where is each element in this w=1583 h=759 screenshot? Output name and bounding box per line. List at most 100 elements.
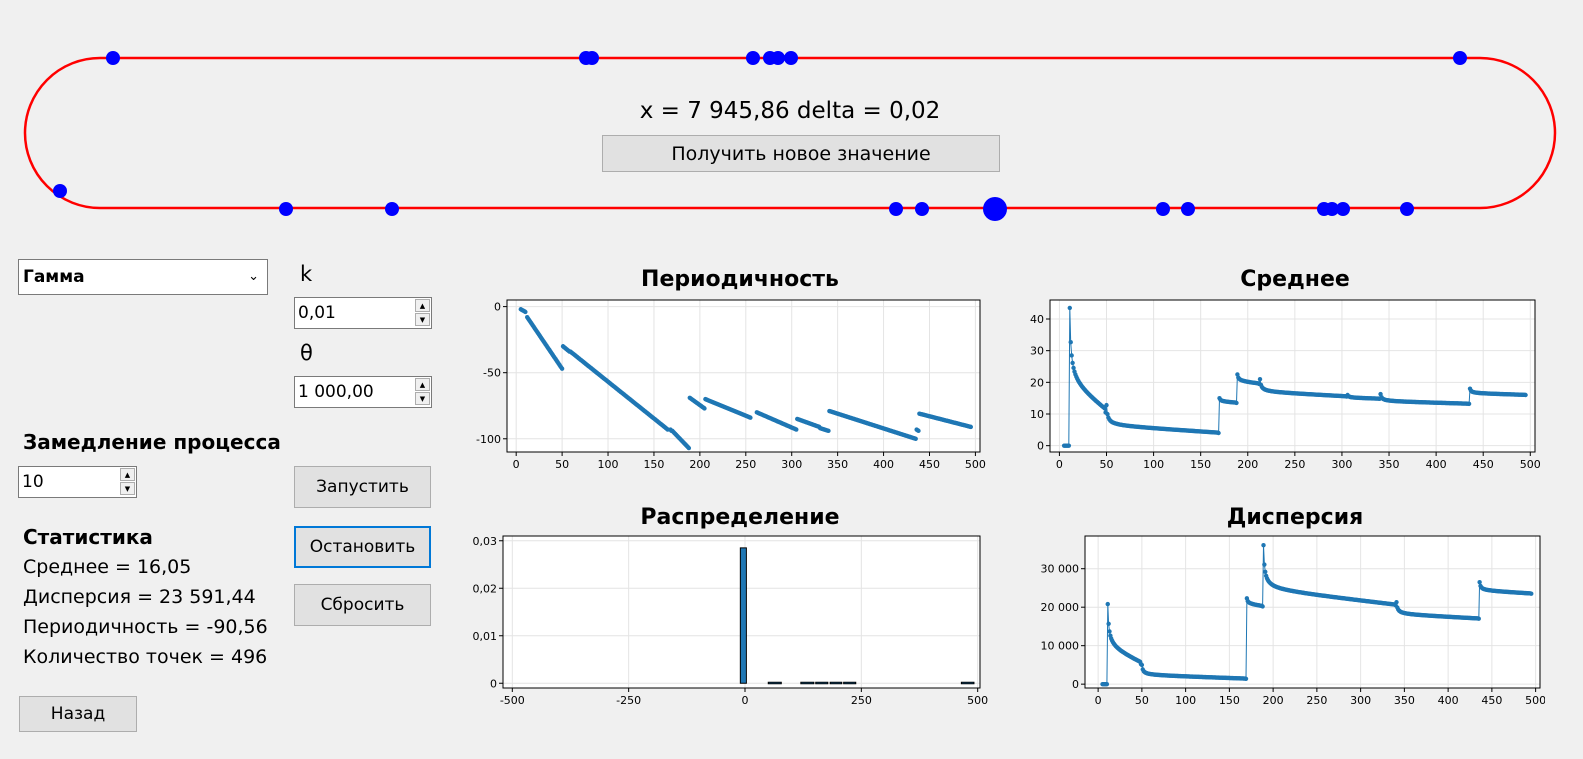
track-canvas <box>23 51 1557 221</box>
y-tick-label: 40 <box>1030 313 1044 326</box>
y-tick-label: 30 <box>1030 345 1044 358</box>
series-line <box>562 345 570 352</box>
series-line <box>705 398 751 419</box>
x-tick-label: 400 <box>873 458 894 471</box>
distribution-chart: -500 -250 0 250 500 0 0,01 0,02 0,03 <box>473 535 989 707</box>
track-point <box>106 51 120 65</box>
chevron-down-icon: ⌄ <box>248 269 259 284</box>
histogram-bar <box>815 681 829 685</box>
histogram-bar <box>960 681 975 685</box>
series-line <box>916 429 919 432</box>
track-point <box>784 51 798 65</box>
slowdown-input[interactable]: 10 ▲ ▼ <box>18 466 137 498</box>
histogram-bar <box>739 547 747 684</box>
get-new-value-button[interactable]: Получить новое значение <box>602 135 1000 172</box>
series-line <box>570 351 669 430</box>
y-tick-label: 20 <box>1030 376 1044 389</box>
spin-down-icon[interactable]: ▼ <box>415 313 430 326</box>
slowdown-value: 10 <box>22 472 44 492</box>
spin-down-icon[interactable]: ▼ <box>120 482 135 495</box>
series-line <box>797 418 820 428</box>
y-tick-label: 0 <box>1037 440 1044 453</box>
x-tick-label: 250 <box>1306 694 1327 707</box>
series-line <box>1346 394 1380 400</box>
y-tick-label: 0 <box>490 677 497 690</box>
track-point <box>1156 202 1170 216</box>
series-line <box>1105 405 1219 434</box>
x-tick-label: 200 <box>689 458 710 471</box>
x-tick-label: 450 <box>919 458 940 471</box>
series-line <box>829 410 916 440</box>
x-tick-label: 400 <box>1426 458 1447 471</box>
series-line <box>1258 379 1347 398</box>
x-tick-label: 250 <box>735 458 756 471</box>
x-tick-label: 200 <box>1263 694 1284 707</box>
track-point <box>279 202 293 216</box>
mean-chart: 0 50 100 150 200 250 300 350 400 450 500 0 10 20 30 40 <box>1030 299 1541 471</box>
x-tick-label: 100 <box>1143 458 1164 471</box>
track-point <box>771 51 785 65</box>
series-line <box>1395 602 1479 620</box>
plot-area <box>506 299 981 453</box>
x-tick-label: 100 <box>1175 694 1196 707</box>
plot-area <box>1084 535 1541 689</box>
x-tick-label: 300 <box>1350 694 1371 707</box>
x-tick-label: 250 <box>851 694 872 707</box>
x-tick-label: 50 <box>1135 694 1149 707</box>
x-tick-label: 150 <box>643 458 664 471</box>
chart-title-periodicity: Периодичность <box>641 267 839 292</box>
x-tick-label: 250 <box>1284 458 1305 471</box>
reset-button[interactable]: Сбросить <box>294 584 431 626</box>
back-button[interactable]: Назад <box>19 696 137 732</box>
y-tick-label: 20 000 <box>1041 601 1080 614</box>
y-tick-label: -50 <box>483 367 501 380</box>
series-line <box>1236 374 1260 403</box>
y-tick-label: 0,01 <box>473 630 498 643</box>
x-tick-label: 150 <box>1219 694 1240 707</box>
series-line <box>1140 663 1247 680</box>
series-line <box>1106 604 1142 685</box>
track-point <box>915 202 929 216</box>
track-point <box>889 202 903 216</box>
x-tick-label: 500 <box>1520 458 1541 471</box>
histogram-bar <box>800 681 815 685</box>
y-tick-label: 10 000 <box>1041 640 1080 653</box>
param-k-label: k <box>300 262 313 286</box>
x-tick-label: 350 <box>1379 458 1400 471</box>
x-tick-label: 200 <box>1237 458 1258 471</box>
series-line <box>689 397 705 409</box>
spin-up-icon[interactable]: ▲ <box>415 299 430 312</box>
x-tick-label: 150 <box>1190 458 1211 471</box>
track-point <box>1181 202 1195 216</box>
track-point <box>1336 202 1350 216</box>
track-point <box>1400 202 1414 216</box>
track-point <box>53 184 67 198</box>
histogram-bar <box>829 681 843 685</box>
histogram-bar <box>767 681 782 685</box>
track-path <box>23 56 1557 210</box>
y-tick-label: -100 <box>476 433 501 446</box>
x-tick-label: 300 <box>1331 458 1352 471</box>
y-tick-label: 0,02 <box>473 582 498 595</box>
series-line <box>1218 396 1237 434</box>
slowdown-label: Замедление процесса <box>23 430 281 454</box>
x-tick-label: 0 <box>741 694 748 707</box>
x-tick-label: 50 <box>555 458 569 471</box>
x-tick-label: 450 <box>1473 458 1494 471</box>
series-line <box>526 316 563 369</box>
x-tick-label: 0 <box>1095 694 1102 707</box>
x-tick-label: 350 <box>1394 694 1415 707</box>
start-button[interactable]: Запустить <box>294 466 431 508</box>
plot-frame <box>506 299 981 453</box>
distribution-select[interactable]: Гамма ⌄ <box>18 259 268 295</box>
x-tick-label: 0 <box>513 458 520 471</box>
spin-down-icon[interactable]: ▼ <box>415 392 430 405</box>
stop-button[interactable]: Остановить <box>294 526 431 568</box>
track-point <box>1325 202 1339 216</box>
spin-up-icon[interactable]: ▲ <box>120 468 135 481</box>
track-point <box>983 197 1007 221</box>
stat-mean: Среднее = 16,05 <box>23 556 192 578</box>
param-k-input[interactable]: 0,01 ▲ ▼ <box>294 297 432 329</box>
param-theta-input[interactable]: 1 000,00 ▲ ▼ <box>294 376 432 408</box>
spin-up-icon[interactable]: ▲ <box>415 378 430 391</box>
